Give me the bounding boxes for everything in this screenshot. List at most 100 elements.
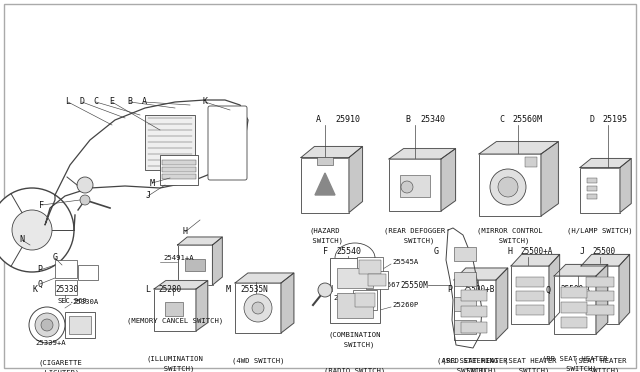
Text: D: D <box>589 115 595 125</box>
Circle shape <box>77 177 93 193</box>
Bar <box>162 160 196 165</box>
Bar <box>554 276 596 334</box>
Bar <box>479 154 541 216</box>
Text: 25500+C: 25500+C <box>560 285 593 295</box>
Polygon shape <box>315 173 335 195</box>
Text: (4WD SWITCH): (4WD SWITCH) <box>232 358 284 365</box>
Text: J: J <box>145 192 150 201</box>
Bar <box>454 280 496 340</box>
Bar <box>525 157 537 167</box>
Text: 25560M: 25560M <box>512 115 542 125</box>
Circle shape <box>35 313 59 337</box>
Text: SWITCH): SWITCH) <box>307 238 342 244</box>
Polygon shape <box>454 268 508 280</box>
Text: N: N <box>19 235 24 244</box>
Text: (RR SEAT HEATER: (RR SEAT HEATER <box>442 358 508 365</box>
Text: G: G <box>52 253 58 263</box>
Polygon shape <box>281 273 294 333</box>
Bar <box>580 167 620 212</box>
Text: L: L <box>65 97 70 106</box>
Text: SWITCH): SWITCH) <box>448 368 488 372</box>
Text: 25550M: 25550M <box>400 280 428 289</box>
Text: SWITCH): SWITCH) <box>553 365 597 372</box>
Bar <box>454 247 476 261</box>
Bar <box>511 266 549 324</box>
Polygon shape <box>619 254 630 324</box>
Text: (MIRROR CONTROL: (MIRROR CONTROL <box>477 228 543 234</box>
Text: (RADIO SWITCH): (RADIO SWITCH) <box>324 368 386 372</box>
Text: 25330: 25330 <box>55 285 78 295</box>
Bar <box>586 277 614 287</box>
Bar <box>177 245 212 285</box>
Bar <box>516 277 544 287</box>
Bar <box>69 316 91 334</box>
Polygon shape <box>212 237 222 285</box>
Bar <box>301 157 349 212</box>
Polygon shape <box>596 264 608 334</box>
Text: (RR SEAT HEATER: (RR SEAT HEATER <box>542 355 608 362</box>
Bar <box>162 174 196 179</box>
Text: SWITCH): SWITCH) <box>453 368 497 372</box>
Text: 25500: 25500 <box>592 247 615 257</box>
Bar <box>355 293 375 307</box>
Bar <box>389 159 441 211</box>
Text: SWITCH): SWITCH) <box>396 238 435 244</box>
Text: SWITCH): SWITCH) <box>335 342 374 349</box>
Text: H: H <box>508 247 513 257</box>
Text: Q: Q <box>545 285 550 295</box>
Text: 25280: 25280 <box>158 285 181 295</box>
Polygon shape <box>45 100 248 225</box>
Text: A: A <box>316 115 321 125</box>
Polygon shape <box>301 147 362 157</box>
Text: 25339+A: 25339+A <box>35 340 66 346</box>
Polygon shape <box>389 148 456 159</box>
Circle shape <box>80 195 90 205</box>
Text: SWITCH): SWITCH) <box>580 368 620 372</box>
Text: (ASCD STEERING: (ASCD STEERING <box>437 358 499 365</box>
Text: N: N <box>328 285 333 295</box>
Text: SWITCH): SWITCH) <box>490 238 530 244</box>
Text: F: F <box>323 247 328 257</box>
Bar <box>337 293 373 318</box>
Bar <box>330 258 380 323</box>
Text: 25491+A: 25491+A <box>163 255 194 261</box>
Bar <box>400 175 430 197</box>
Polygon shape <box>549 254 559 324</box>
Text: J: J <box>579 247 584 257</box>
Text: (CIGARETTE: (CIGARETTE <box>38 360 82 366</box>
Circle shape <box>401 181 413 193</box>
Text: SWITCH): SWITCH) <box>510 368 550 372</box>
Polygon shape <box>479 142 558 154</box>
Text: K: K <box>33 285 38 295</box>
Bar <box>461 290 487 301</box>
Text: B: B <box>127 97 132 106</box>
Bar <box>55 280 77 295</box>
Bar <box>359 260 381 274</box>
Bar <box>454 297 476 311</box>
Bar <box>154 289 196 331</box>
Text: C: C <box>499 115 504 125</box>
Text: 25535N: 25535N <box>240 285 268 295</box>
Text: (COMBINATION: (COMBINATION <box>329 332 381 339</box>
Text: G: G <box>433 247 438 257</box>
Circle shape <box>29 307 65 343</box>
Polygon shape <box>235 273 294 283</box>
Polygon shape <box>511 254 559 266</box>
Circle shape <box>244 294 272 322</box>
Bar <box>65 312 95 338</box>
Text: (SEAT HEATER: (SEAT HEATER <box>504 358 556 365</box>
Bar <box>162 167 196 172</box>
Text: P: P <box>447 285 452 295</box>
Text: 25330A: 25330A <box>72 299 99 305</box>
Bar <box>587 186 597 191</box>
Text: D: D <box>79 97 84 106</box>
Text: (MEMORY CANCEL SWITCH): (MEMORY CANCEL SWITCH) <box>127 318 223 324</box>
Bar <box>561 287 587 298</box>
Circle shape <box>490 169 526 205</box>
Polygon shape <box>554 264 608 276</box>
Text: C: C <box>93 97 99 106</box>
Polygon shape <box>620 158 631 212</box>
Text: 25545A: 25545A <box>392 259 419 265</box>
Bar <box>587 178 597 183</box>
Text: 25910: 25910 <box>335 115 360 125</box>
